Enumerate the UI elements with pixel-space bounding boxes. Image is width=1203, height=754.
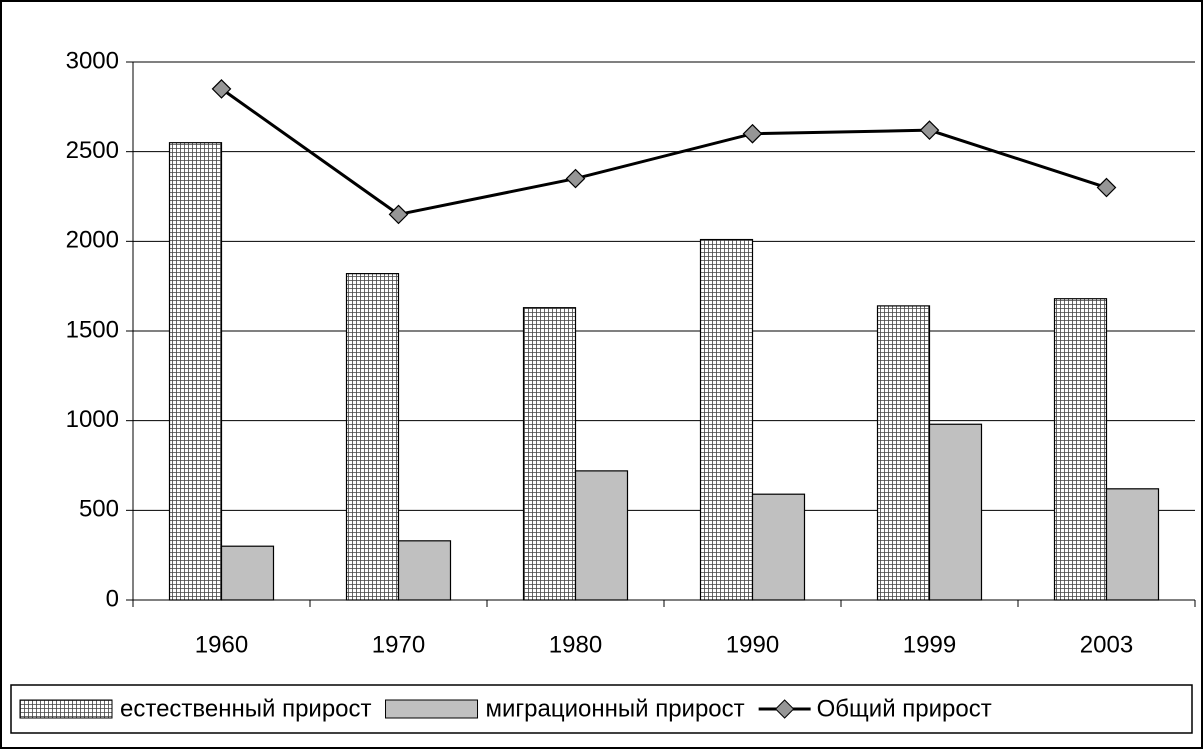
marker xyxy=(742,123,763,144)
legend-label: естественный прирост xyxy=(120,695,372,722)
legend-box xyxy=(10,684,1193,734)
x-tick-label: 1960 xyxy=(195,631,248,658)
x-tick-label: 2003 xyxy=(1080,631,1133,658)
bar xyxy=(522,307,577,601)
y-tick-label: 1000 xyxy=(66,406,119,433)
legend-swatch xyxy=(385,699,479,719)
legend-label: Общий прирост xyxy=(817,695,992,722)
marker xyxy=(211,79,232,99)
marker xyxy=(388,204,409,225)
bar xyxy=(397,540,452,601)
bar xyxy=(168,142,223,601)
bar xyxy=(751,493,806,601)
marker xyxy=(1096,177,1117,198)
bar xyxy=(1053,298,1108,601)
y-tick-label: 500 xyxy=(79,496,119,523)
y-tick-label: 2500 xyxy=(66,137,119,164)
bar xyxy=(345,273,400,601)
bar xyxy=(1105,488,1160,601)
line xyxy=(220,87,1107,217)
marker xyxy=(565,168,586,189)
bar xyxy=(220,545,275,601)
legend-label: миграционный прирост xyxy=(486,695,745,722)
x-tick-label: 1990 xyxy=(726,631,779,658)
y-tick-label: 3000 xyxy=(66,47,119,74)
bar xyxy=(876,305,931,601)
y-tick-label: 1500 xyxy=(66,316,119,343)
bar xyxy=(699,238,754,601)
legend-marker xyxy=(774,699,795,719)
bar xyxy=(928,423,983,601)
bar xyxy=(574,470,629,601)
y-tick-label: 0 xyxy=(106,585,119,612)
legend-swatch xyxy=(19,699,113,719)
x-tick-label: 1970 xyxy=(372,631,425,658)
y-tick-label: 2000 xyxy=(66,227,119,254)
marker xyxy=(919,120,940,140)
x-tick-label: 1999 xyxy=(903,631,956,658)
x-tick-label: 1980 xyxy=(549,631,602,658)
